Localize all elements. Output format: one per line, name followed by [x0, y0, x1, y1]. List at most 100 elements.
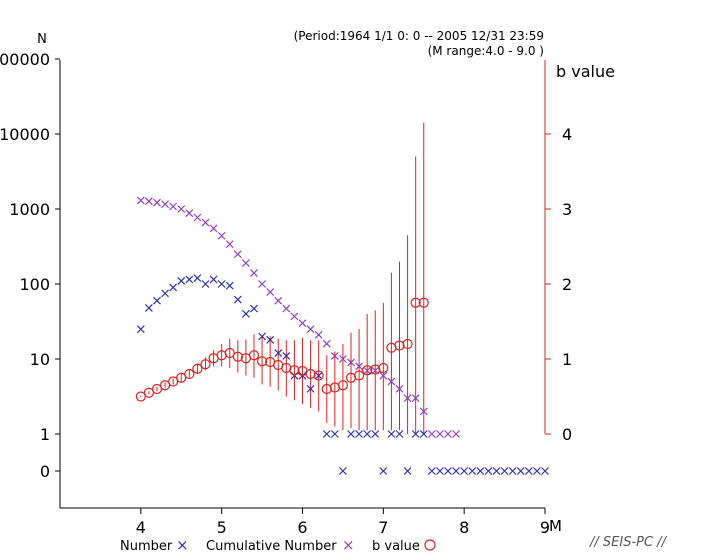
bvalue-point [313, 370, 324, 381]
legend-bvalue-label: b value [372, 539, 420, 554]
number-point [314, 371, 323, 380]
number-point [427, 467, 436, 475]
bvalue-point [135, 391, 146, 402]
number-point [379, 467, 388, 475]
number-point-stroke [290, 371, 299, 380]
cumulative-point-stroke [241, 259, 250, 268]
number-point-stroke [306, 384, 315, 393]
cumulative-point [444, 430, 452, 438]
number-point [355, 430, 364, 438]
cumulative-point-stroke [435, 430, 444, 438]
cumulative-point [136, 196, 145, 205]
number-point [161, 289, 170, 298]
bvalue-point [362, 365, 373, 376]
cumulative-point [419, 407, 428, 416]
number-point-stroke [484, 467, 493, 475]
number-point-stroke [419, 430, 428, 438]
bvalue-point [256, 356, 268, 367]
number-point-stroke [403, 467, 412, 475]
cumulative-point-stroke [177, 205, 186, 213]
left-tick-label: 0 [40, 462, 50, 481]
cumulative-point [144, 197, 153, 206]
number-point-stroke [185, 275, 194, 284]
cumulative-point-stroke [411, 394, 420, 403]
number-point [201, 280, 210, 288]
number-point [233, 295, 242, 304]
cumulative-point-stroke [290, 312, 299, 321]
number-point [524, 467, 533, 475]
cumulative-point-stroke [363, 366, 372, 375]
cumulative-point-stroke [314, 330, 323, 339]
cumulative-point [266, 288, 275, 297]
cumulative-point-stroke [209, 224, 218, 233]
number-point-stroke [387, 430, 396, 438]
x-tick-label: 5 [217, 518, 227, 537]
legend: Number × Cumulative Number × b value [120, 536, 436, 554]
cumulative-point-stroke [338, 355, 347, 363]
number-point-stroke [411, 430, 420, 438]
bvalue-point [200, 359, 211, 370]
cumulative-point [169, 202, 178, 211]
x-tick-label: 9 [540, 518, 550, 537]
bvalue-point [394, 340, 405, 351]
number-point-stroke [193, 274, 202, 282]
bvalue-point [184, 368, 195, 380]
cumulative-point [298, 319, 307, 328]
cumulative-point-stroke [379, 371, 388, 380]
bvalue-point [353, 370, 365, 381]
number-point-stroke [177, 276, 186, 285]
bvalue-point [305, 368, 316, 380]
number-point [185, 275, 194, 284]
cumulative-point-stroke [250, 269, 258, 277]
cumulative-point-stroke [444, 430, 452, 438]
number-point [387, 430, 396, 438]
cumulative-point [427, 430, 436, 438]
cumulative-point-stroke [395, 384, 404, 393]
cumulative-point [290, 312, 299, 321]
number-point-stroke [314, 371, 323, 380]
number-point-stroke [322, 430, 331, 438]
number-point [532, 467, 541, 475]
number-point-stroke [153, 296, 161, 305]
number-point [476, 467, 485, 475]
period-text: (Period:1964 1/1 0: 0 -- 2005 12/31 23:5… [294, 29, 544, 43]
number-point-stroke [508, 467, 517, 475]
bvalue-point [337, 380, 349, 391]
bvalue-point [378, 362, 389, 374]
number-point [153, 296, 161, 305]
right-tick-label: 3 [562, 200, 572, 219]
number-point-stroke [468, 467, 477, 475]
watermark: // SEIS-PC // [589, 535, 668, 550]
number-point [241, 309, 250, 318]
cumulative-point-stroke [282, 304, 291, 313]
number-point [468, 467, 477, 475]
cumulative-point-stroke [225, 240, 234, 249]
number-point [363, 430, 372, 438]
number-point [516, 467, 525, 475]
number-point [306, 384, 315, 393]
cumulative-point [338, 355, 347, 363]
number-point-stroke [209, 275, 218, 284]
bvalue-point [151, 383, 163, 395]
bvalue-point [176, 372, 187, 383]
right-tick-label: 4 [562, 125, 572, 144]
number-point-stroke [371, 430, 380, 438]
mrange-text: (M range:4.0 - 9.0 ) [428, 44, 544, 58]
x-tick-label: 6 [297, 518, 307, 537]
bvalue-point [248, 350, 260, 361]
data-marks [135, 196, 549, 475]
cumulative-point [258, 280, 267, 288]
cumulative-point [387, 377, 396, 386]
cumulative-point-stroke [217, 231, 226, 240]
bvalue-point [370, 364, 381, 375]
cumulative-point-stroke [387, 377, 396, 386]
cumulative-point-stroke [298, 319, 307, 328]
right-tick-label: 2 [562, 275, 572, 294]
cumulative-point-stroke [201, 218, 210, 227]
number-point [460, 467, 469, 475]
number-point [492, 467, 501, 475]
cumulative-point-stroke [355, 362, 364, 371]
number-point-stroke [136, 325, 145, 334]
